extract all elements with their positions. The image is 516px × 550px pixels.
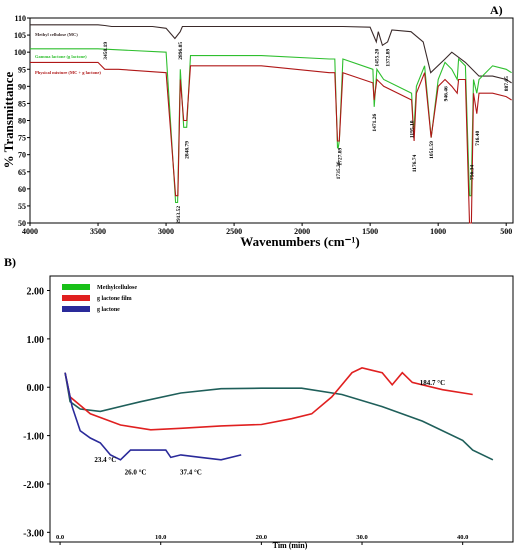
y-tick-label-b: 2.00 [27,287,45,298]
y-tick-label-b: -2.00 [23,480,44,491]
legend-entry-b: Methylcellulose [97,285,137,291]
x-tick-label-b: 0.0 [56,534,64,541]
temperature-annotation: 37.4 °C [180,468,202,476]
x-axis-label-a: Wavenumbers (cm⁻¹) [240,234,359,249]
peak-label: 1051.59 [429,141,435,159]
y-tick-label-a: 105 [14,31,26,40]
peak-label: 1195.10 [410,120,416,138]
ftir-chart: A) 110 105 100 95 90 85 80 75 70 65 60 55 50 4000 350… [1,3,514,249]
y-tick-label-b: -1.00 [23,432,44,443]
legend-entry-b: g lactone film [97,296,132,302]
y-tick-label-a: 55 [18,202,26,211]
y-axis-label-a: % Transmittance [1,71,16,168]
y-tick-label-b: 0.00 [27,383,45,394]
series-line-physical-mixture [30,61,512,224]
panel-label-a: A) [490,3,503,17]
peak-label: 2896.05 [178,42,184,60]
y-tick-label-a: 100 [14,48,26,57]
peak-label: 1176.74 [412,154,418,172]
y-tick-label-a: 90 [18,82,26,91]
temperature-annotation: 184.7 °C [420,379,445,387]
dsc-chart: B) 2.00 1.00 0.00 -1.00 -2.00 -3.00 0.0 10.0 20… [4,255,514,550]
legend-entry-a: Physical mixture (MC + g lactone) [35,70,101,75]
series-line-mc [30,24,512,84]
peak-label: 1455.20 [374,49,380,67]
x-tick-label-b: 40.0 [457,534,468,541]
y-tick-label-a: 95 [18,65,26,74]
peak-label: 887.65 [504,76,510,91]
series-line-methylcellulose [64,372,494,461]
temperature-annotation: 23.4 °C [94,456,116,464]
legend-swatch [62,284,90,290]
legend-entry-a: Methyl cellulose (MC) [35,32,78,37]
y-tick-label-a: 80 [18,117,26,126]
y-tick-label-b: 1.00 [27,335,45,346]
peak-label: 756.34 [469,165,475,180]
legend-swatch [62,306,90,312]
x-tick-label-a: 4000 [22,227,38,236]
x-tick-label-a: 1500 [362,227,378,236]
series-line-g-lactone [64,372,242,461]
peak-label: 2848.79 [185,141,191,159]
peak-label: 2913.52 [176,206,182,224]
peak-label: 716.40 [475,131,481,146]
legend-swatch [62,295,90,301]
x-tick-label-a: 2500 [226,227,242,236]
x-tick-label-b: 20.0 [256,534,267,541]
series-line-g-lactone [30,48,512,204]
temperature-annotation: 26.0 °C [125,468,147,476]
y-tick-label-a: 110 [14,14,26,23]
x-tick-label-a: 500 [500,227,512,236]
plot-frame-b [49,275,514,543]
y-tick-label-a: 75 [18,134,26,143]
legend-entry-a: Gamma lactone (g lactone) [35,54,87,59]
x-tick-label-a: 1000 [430,227,446,236]
y-tick-label-a: 65 [18,168,26,177]
y-tick-label-a: 85 [18,99,26,108]
x-tick-label-a: 3000 [158,227,174,236]
peak-label: 946.46 [444,86,450,101]
y-tick-label-a: 50 [18,219,26,228]
x-tick-label-a: 3500 [90,227,106,236]
peak-label: 1727.89 [337,148,343,166]
y-tick-label-a: 70 [18,151,26,160]
y-tick-label-a: 60 [18,185,26,194]
x-tick-label-a: 2000 [294,227,310,236]
legend-entry-b: g lactone [97,307,120,313]
x-tick-label-b: 10.0 [155,534,166,541]
peak-label: 1372.89 [386,49,392,67]
y-tick-label-b: -3.00 [23,528,44,539]
peak-label: 1735.26 [336,161,342,179]
x-tick-label-b: 30.0 [356,534,367,541]
series-line-g-lactone-film [64,367,473,431]
x-axis-label-b: Tim (min) [273,541,308,550]
peak-label: 1471.26 [372,113,378,131]
peak-label: 3450.19 [103,42,109,60]
panel-label-b: B) [4,255,16,269]
